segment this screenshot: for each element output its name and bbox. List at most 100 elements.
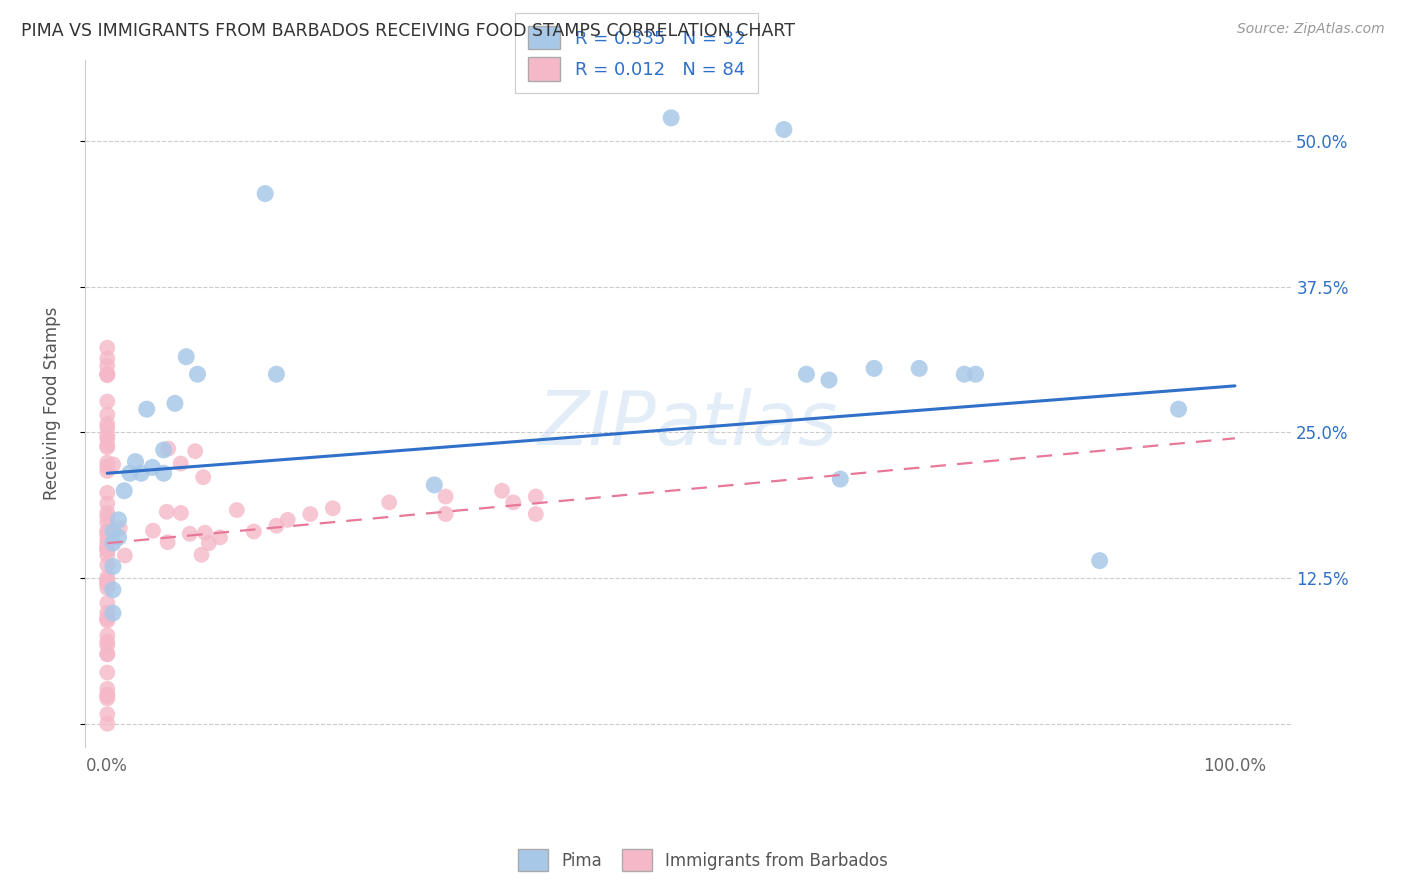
Point [96,456,118,470]
Point [1167,402,1189,417]
Point [434,490,457,504]
Point [773,122,796,136]
Point [96,634,118,648]
Point [243,524,266,539]
Point [129,467,152,481]
Point [863,361,886,376]
Point [96,610,118,624]
Point [96,707,118,722]
Point [423,478,446,492]
Point [96,486,118,500]
Point [524,507,547,521]
Point [659,111,682,125]
Point [96,509,118,524]
Point [96,576,118,591]
Point [101,458,124,472]
Point [254,186,277,201]
Point [96,524,118,539]
Point [124,454,146,468]
Point [524,490,547,504]
Point [96,533,118,548]
Point [96,542,118,557]
Point [156,535,179,549]
Point [96,497,118,511]
Point [184,444,207,458]
Point [101,524,124,539]
Text: PIMA VS IMMIGRANTS FROM BARBADOS RECEIVING FOOD STAMPS CORRELATION CHART: PIMA VS IMMIGRANTS FROM BARBADOS RECEIVI… [21,22,794,40]
Point [96,716,118,731]
Point [156,505,179,519]
Point [953,368,976,382]
Point [266,368,288,382]
Point [96,367,118,381]
Point [142,524,165,538]
Point [299,507,322,521]
Point [190,548,212,562]
Point [796,368,818,382]
Point [818,373,841,387]
Point [96,647,118,661]
Point [114,549,136,563]
Point [209,530,232,544]
Text: Source: ZipAtlas.com: Source: ZipAtlas.com [1237,22,1385,37]
Point [157,442,180,456]
Y-axis label: Receiving Food Stamps: Receiving Food Stamps [44,307,60,500]
Point [96,367,118,381]
Point [96,351,118,366]
Point [96,537,118,551]
Point [96,574,118,589]
Point [96,581,118,595]
Point [830,472,852,486]
Point [107,530,129,544]
Point [491,483,513,498]
Point [101,606,124,620]
Point [186,368,208,382]
Point [135,402,157,417]
Point [152,467,174,481]
Point [225,503,247,517]
Point [141,460,163,475]
Point [1088,554,1111,568]
Point [96,638,118,652]
Point [96,408,118,422]
Point [112,483,135,498]
Point [96,570,118,584]
Point [96,368,118,383]
Point [96,543,118,558]
Point [194,525,217,540]
Point [163,396,186,410]
Point [174,350,197,364]
Point [96,606,118,620]
Point [322,501,344,516]
Point [266,518,288,533]
Point [96,665,118,680]
Point [96,524,118,538]
Point [96,394,118,409]
Point [96,341,118,355]
Point [96,688,118,702]
Point [96,421,118,435]
Point [96,596,118,610]
Point [96,359,118,373]
Point [908,361,931,376]
Point [96,432,118,446]
Point [96,648,118,662]
Point [96,464,118,478]
Point [96,577,118,591]
Point [96,506,118,520]
Point [502,495,524,509]
Point [197,536,219,550]
Point [378,495,401,509]
Point [96,516,118,530]
Point [170,457,193,471]
Point [434,507,457,521]
Point [96,528,118,542]
Point [96,628,118,642]
Point [108,521,131,535]
Point [96,459,118,474]
Point [96,417,118,431]
Point [96,440,118,454]
Text: ZIPatlas: ZIPatlas [538,388,838,460]
Legend: Pima, Immigrants from Barbados: Pima, Immigrants from Barbados [509,841,897,880]
Point [96,689,118,703]
